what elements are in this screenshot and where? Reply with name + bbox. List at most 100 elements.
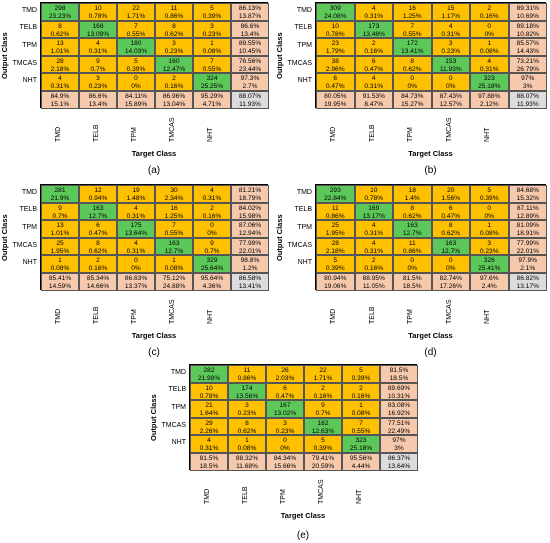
cell-percent: 11.93% [516, 101, 539, 108]
cell-count: 75.12% [162, 275, 186, 282]
cell-percent: 18.5% [389, 375, 409, 382]
correct-prediction-cell: 163 12.7% [393, 220, 432, 238]
cell-count: 4 [58, 75, 62, 83]
cell-count: 84.02% [238, 204, 262, 212]
cell-count: 162 [317, 419, 329, 427]
cell-percent: 0.31% [88, 48, 108, 56]
misclassification-cell: 29 2.26% [190, 417, 228, 436]
overall-accuracy-cell: 86.58% 13.41% [231, 273, 269, 291]
misclassification-cell: 7 0.55% [117, 20, 155, 39]
cell-count: 97% [521, 75, 535, 83]
misclassification-cell: 11 0.86% [393, 237, 432, 256]
correct-prediction-cell: 323 25.18% [470, 73, 509, 91]
misclassification-cell: 0 0% [266, 435, 304, 453]
misclassification-cell: 11 0.86% [155, 3, 193, 21]
cell-percent: 0.39% [126, 65, 146, 73]
cell-count: 0 [134, 257, 138, 265]
cell-count: 0 [410, 75, 415, 83]
cell-percent: 0.78% [364, 195, 384, 202]
overall-accuracy-cell: 88.07% 11.93% [508, 91, 547, 109]
cell-count: 0 [487, 204, 492, 212]
row-label: TMCAS [12, 241, 38, 249]
correct-prediction-cell: 169 13.17% [354, 202, 393, 221]
cell-count: 2 [487, 5, 492, 12]
cell-count: 84.34% [273, 455, 297, 462]
summary-cell: 95.29% 4.71% [193, 91, 231, 109]
cell-count: 5 [321, 437, 325, 445]
column-label: TPM [407, 126, 415, 142]
row-label: TMCAS [161, 421, 187, 429]
cell-count: 11 [243, 367, 251, 374]
cell-count: 10 [370, 187, 378, 194]
y-axis-title: Output Class [275, 32, 284, 79]
misclassification-cell: 10 0.78% [316, 20, 355, 39]
misclassification-cell: 8 0.62% [41, 20, 79, 39]
misclassification-cell: 2 0.16% [79, 255, 117, 273]
summary-cell: 95.56% 4.44% [342, 453, 380, 471]
cell-percent: 24.88% [162, 283, 186, 290]
cell-percent: 1.56% [441, 195, 461, 202]
cell-percent: 0.31% [364, 13, 384, 20]
misclassification-cell: 1 0.08% [41, 255, 79, 273]
correct-prediction-cell: 298 23.23% [41, 3, 79, 21]
misclassification-cell: 1 0.08% [228, 435, 266, 453]
column-label: TMD [330, 126, 338, 142]
correct-prediction-cell: 180 14.03% [117, 38, 155, 56]
summary-cell: 84.11% 15.89% [117, 91, 155, 109]
cell-percent: 0.86% [164, 13, 184, 20]
cell-count: 8 [172, 22, 176, 30]
cell-percent: 0.23% [237, 410, 257, 418]
cell-percent: 11.93% [439, 65, 462, 73]
cell-percent: 0% [407, 83, 418, 91]
misclassification-cell: 8 0.62% [393, 55, 432, 74]
cell-count: 88.07% [238, 93, 262, 100]
cell-percent: 13.04% [162, 101, 186, 108]
cell-count: 4 [96, 40, 100, 48]
cell-count: 3 [172, 40, 176, 48]
cell-percent: 0.31% [199, 445, 219, 453]
misclassification-cell: 0 0% [393, 73, 432, 91]
cell-count: 16 [408, 5, 416, 12]
cell-count: 4 [371, 239, 376, 247]
summary-cell: 81.5% 18.5% [393, 273, 432, 291]
cell-count: 89.18% [516, 22, 539, 30]
cell-count: 4 [207, 437, 211, 445]
overall-accuracy-cell: 88.07% 11.93% [231, 91, 269, 109]
cell-percent: 0.23% [202, 30, 222, 38]
cell-count: 89.55% [238, 40, 262, 48]
misclassification-cell: 19 1.48% [117, 185, 155, 203]
cell-count: 2 [371, 40, 376, 48]
summary-cell: 88.95% 11.05% [354, 273, 393, 291]
cell-count: 28 [56, 57, 64, 65]
cell-percent: 25.18% [478, 83, 501, 91]
misclassification-cell: 8 0.62% [393, 202, 432, 221]
misclassification-cell: 4 0.31% [354, 237, 393, 256]
cell-percent: 13.87% [238, 13, 262, 20]
misclassification-cell: 23 1.79% [316, 38, 355, 56]
cell-count: 1 [359, 402, 363, 410]
cell-count: 23 [331, 40, 339, 48]
cell-percent: 0.62% [441, 230, 461, 238]
cell-count: 4 [371, 222, 376, 230]
cell-percent: 1.95% [50, 247, 70, 255]
cell-percent: 2.96% [325, 65, 345, 73]
cell-percent: 0.7% [315, 410, 331, 418]
cell-count: 9 [96, 57, 100, 65]
cell-count: 97.9% [518, 257, 538, 265]
y-axis-title: Output Class [0, 214, 9, 261]
cell-percent: 0.94% [88, 195, 108, 202]
cell-percent: 0.55% [351, 427, 371, 435]
cell-count: 281 [54, 187, 66, 194]
cell-count: 5 [134, 57, 138, 65]
correct-prediction-cell: 153 11.93% [431, 55, 470, 74]
cell-count: 8 [410, 204, 415, 212]
cell-percent: 15.27% [401, 101, 424, 108]
cell-count: 160 [168, 57, 180, 65]
cell-count: 2 [210, 204, 214, 212]
cell-percent: 2.18% [325, 247, 345, 255]
cell-count: 9 [210, 239, 214, 247]
summary-cell: 87.11% 12.89% [508, 202, 547, 221]
cell-count: 8 [410, 57, 415, 65]
cell-count: 8 [245, 419, 249, 427]
